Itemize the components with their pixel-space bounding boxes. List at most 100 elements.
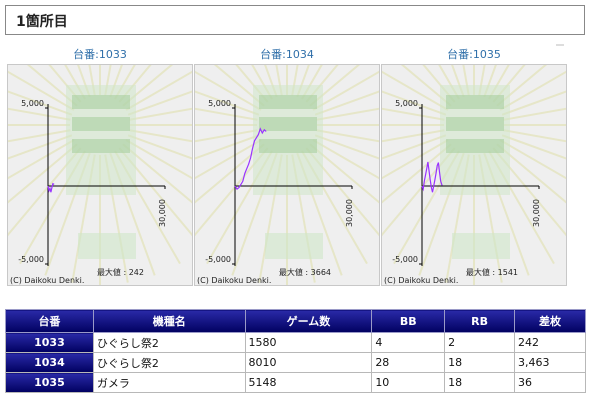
background-ray	[114, 65, 136, 100]
background-ray	[195, 90, 260, 116]
background-machine-base	[78, 233, 136, 259]
cell-diff: 242	[514, 332, 586, 353]
panel-title-1034[interactable]: 台番:1034	[260, 48, 314, 61]
background-machine-panel	[259, 95, 317, 109]
background-ray	[122, 143, 192, 204]
section-title: 1箇所目	[16, 14, 68, 30]
col-header-diff: 差枚	[514, 309, 586, 333]
y-tick-top: 5,000	[208, 99, 231, 108]
background-ray	[296, 65, 310, 98]
cell-games: 8010	[244, 352, 373, 373]
y-tick-bottom: -5,000	[18, 255, 44, 264]
background-ray	[382, 139, 449, 180]
background-ray	[291, 65, 299, 96]
background-machine-panel	[446, 95, 504, 109]
background-ray	[496, 65, 548, 107]
background-machine-panel	[259, 139, 317, 153]
background-ray	[251, 65, 273, 100]
background-ray	[195, 107, 258, 121]
table-row: 1034 ひぐらし祭2 8010 28 18 3,463	[5, 352, 586, 373]
copyright-text: (C) Daikoku Denki.	[10, 276, 85, 285]
background-ray	[8, 107, 71, 121]
graph-frame: 5,000 -5,000 30,000 最大値 : 242 (C) Daikok…	[7, 64, 193, 286]
y-tick-bottom: -5,000	[205, 255, 231, 264]
x-tick-end: 30,000	[532, 199, 541, 227]
background-ray	[382, 129, 445, 143]
background-ray	[451, 65, 465, 98]
background-machine-panel	[446, 117, 504, 131]
background-ray	[301, 65, 323, 100]
cell-rb: 18	[444, 352, 516, 373]
background-ray	[122, 65, 174, 107]
background-machine-panel	[72, 139, 130, 153]
background-ray	[382, 134, 447, 160]
graph-frame: 5,000 -5,000 30,000 最大値 : 1541 (C) Daiko…	[381, 64, 567, 286]
machine-data-table: 台番 機種名 ゲーム数 BB RB 差枚 1033 ひぐらし祭2 1580 4 …	[5, 309, 586, 393]
background-ray	[316, 129, 379, 143]
background-ray	[309, 143, 379, 204]
background-ray	[8, 90, 73, 116]
col-header-rb: RB	[444, 309, 516, 333]
cell-machine-no[interactable]: 1034	[5, 352, 94, 373]
background-ray	[501, 134, 566, 160]
background-ray	[8, 134, 73, 160]
col-header-machine-no: 台番	[5, 309, 94, 333]
copyright-text: (C) Daikoku Denki.	[384, 276, 459, 285]
y-tick-bottom: -5,000	[392, 255, 418, 264]
background-ray	[109, 65, 123, 98]
background-ray	[316, 107, 379, 121]
background-ray	[503, 129, 566, 143]
copyright-text: (C) Daikoku Denki.	[197, 276, 272, 285]
background-ray	[195, 70, 262, 111]
cell-rb: 2	[444, 332, 516, 353]
max-value-label: 最大値 : 242	[96, 268, 144, 277]
cell-rb: 18	[444, 372, 516, 393]
cell-bb: 4	[371, 332, 446, 353]
cell-bb: 28	[371, 352, 446, 373]
y-tick-top: 5,000	[395, 99, 418, 108]
background-ray	[314, 90, 379, 116]
background-ray	[129, 129, 192, 143]
background-ray	[8, 129, 71, 143]
y-tick-top: 5,000	[21, 99, 44, 108]
col-header-model: 機種名	[92, 309, 246, 333]
background-ray	[382, 107, 445, 121]
background-ray	[8, 143, 78, 204]
cell-machine-no[interactable]: 1033	[5, 332, 94, 353]
background-ray	[503, 107, 566, 121]
background-ray	[195, 143, 265, 204]
background-ray	[478, 65, 486, 96]
background-ray	[264, 65, 278, 98]
background-ray	[125, 139, 192, 180]
panel-title-1035[interactable]: 台番:1035	[447, 48, 501, 61]
panel-title-1033[interactable]: 台番:1033	[73, 48, 127, 61]
cell-diff: 3,463	[514, 352, 586, 373]
background-ray	[309, 65, 361, 107]
background-ray	[8, 70, 75, 111]
max-value-label: 最大値 : 3664	[278, 268, 331, 277]
background-ray	[88, 65, 96, 96]
background-ray	[77, 65, 91, 98]
background-machine-base	[265, 233, 323, 259]
background-machine-panel	[72, 95, 130, 109]
cell-games: 1580	[244, 332, 373, 353]
x-tick-end: 30,000	[158, 199, 167, 227]
cell-games: 5148	[244, 372, 373, 393]
background-ray	[499, 139, 566, 180]
background-machine-base	[452, 233, 510, 259]
cell-model: ひぐらし祭2	[92, 332, 246, 353]
background-ray	[312, 139, 379, 180]
section-header: 1箇所目	[5, 5, 585, 35]
background-ray	[496, 143, 566, 204]
cell-machine-no[interactable]: 1035	[5, 372, 94, 393]
background-ray	[26, 65, 78, 107]
background-ray	[382, 143, 452, 204]
background-machine-panel	[72, 117, 130, 131]
data-line	[47, 182, 55, 193]
background-ray	[314, 134, 379, 160]
background-ray	[312, 70, 379, 111]
background-ray	[125, 70, 192, 111]
background-ray	[8, 139, 75, 180]
background-ray	[127, 90, 192, 116]
background-ray	[64, 65, 86, 100]
